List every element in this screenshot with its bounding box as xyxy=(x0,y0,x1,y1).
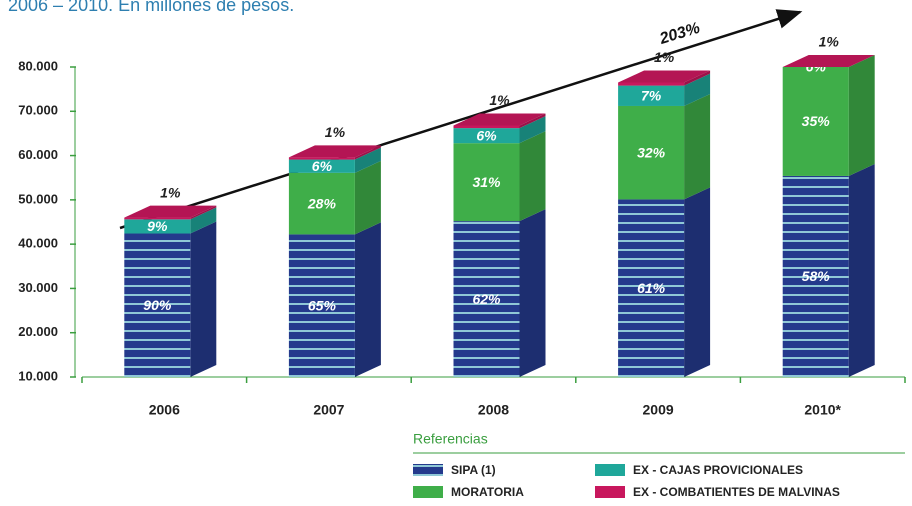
x-tick-label: 2009 xyxy=(643,402,674,418)
bar-side xyxy=(684,93,711,200)
share-label: 90% xyxy=(143,297,172,313)
x-tick-label: 2008 xyxy=(478,402,509,418)
share-label: 61% xyxy=(637,280,666,296)
bar-top xyxy=(288,145,381,158)
bar-side xyxy=(848,163,875,377)
bar-top xyxy=(453,113,546,126)
share-label-top: 1% xyxy=(160,184,181,200)
share-label: 32% xyxy=(637,144,666,160)
share-label: 7% xyxy=(641,87,662,103)
growth-arrow xyxy=(119,9,803,230)
y-tick-label: 20.000 xyxy=(18,324,58,339)
legend-swatch xyxy=(413,464,443,476)
legend-label: MORATORIA xyxy=(451,485,524,499)
bar-segment xyxy=(453,128,520,144)
share-label-top: 1% xyxy=(654,49,675,65)
y-tick-label: 70.000 xyxy=(18,103,58,118)
bar-segment xyxy=(618,85,685,106)
bar-side xyxy=(354,222,381,377)
bar-top xyxy=(782,55,875,67)
bar-segment xyxy=(288,157,355,160)
legend-label: EX - COMBATIENTES DE MALVINAS xyxy=(633,485,840,499)
share-label: 6% xyxy=(476,127,497,143)
bar-top xyxy=(618,70,711,83)
chart-title: 2006 – 2010. En millones de pesos. xyxy=(8,0,294,15)
y-tick-label: 10.000 xyxy=(18,368,58,383)
x-tick-label: 2010* xyxy=(804,402,841,418)
bar-segment xyxy=(453,143,520,222)
legend-swatch xyxy=(595,486,625,498)
bar-side xyxy=(190,207,217,234)
bar-side xyxy=(354,145,381,160)
legend-swatch xyxy=(595,464,625,476)
bar-segment xyxy=(618,105,685,200)
share-label-top: 1% xyxy=(819,34,840,50)
bar-side xyxy=(519,131,546,222)
bar-segment xyxy=(124,233,191,377)
bar-top xyxy=(124,205,217,218)
share-label: 28% xyxy=(307,195,337,211)
bar-side xyxy=(684,70,711,86)
legend-swatch xyxy=(413,486,443,498)
bar-segment xyxy=(124,219,191,234)
share-label: 58% xyxy=(802,268,831,284)
bar-segment xyxy=(453,125,520,129)
share-label: 62% xyxy=(472,291,501,307)
bar-segment xyxy=(618,199,685,377)
bar-side xyxy=(519,113,546,129)
x-tick-label: 2007 xyxy=(313,402,344,418)
y-tick-label: 80.000 xyxy=(18,58,58,73)
share-label: 9% xyxy=(147,218,168,234)
bar-segment xyxy=(782,175,849,377)
y-tick-label: 50.000 xyxy=(18,191,58,206)
share-label-top: 1% xyxy=(325,124,346,140)
share-label: 65% xyxy=(308,297,337,313)
bar-side xyxy=(190,221,217,377)
y-tick-label: 40.000 xyxy=(18,236,58,251)
share-label-top: 1% xyxy=(489,92,510,108)
bar-segment xyxy=(288,172,355,235)
bar-segment xyxy=(124,217,191,220)
bar-side xyxy=(848,55,875,176)
y-tick-label: 30.000 xyxy=(18,280,58,295)
x-tick-label: 2006 xyxy=(149,402,180,418)
bar-segment xyxy=(618,82,685,86)
bar-segment xyxy=(288,234,355,377)
y-tick-label: 60.000 xyxy=(18,147,58,162)
bar-segment xyxy=(453,221,520,377)
legend-label: SIPA (1) xyxy=(451,463,496,477)
bar-side xyxy=(684,187,711,377)
share-label: 35% xyxy=(802,113,831,129)
bar-side xyxy=(684,73,711,106)
share-label: 6% xyxy=(312,158,333,174)
legend-label: EX - CAJAS PROVICIONALES xyxy=(633,463,803,477)
legend-title: Referencias xyxy=(413,431,488,447)
bar-side xyxy=(354,147,381,173)
share-label: 31% xyxy=(472,174,501,190)
bar-segment xyxy=(288,159,355,173)
bar-side xyxy=(190,205,217,220)
bar-segment xyxy=(782,67,849,176)
growth-annotation: 203% xyxy=(657,20,702,49)
bar-side xyxy=(519,116,546,144)
bar-side xyxy=(354,160,381,235)
bar-side xyxy=(519,209,546,377)
